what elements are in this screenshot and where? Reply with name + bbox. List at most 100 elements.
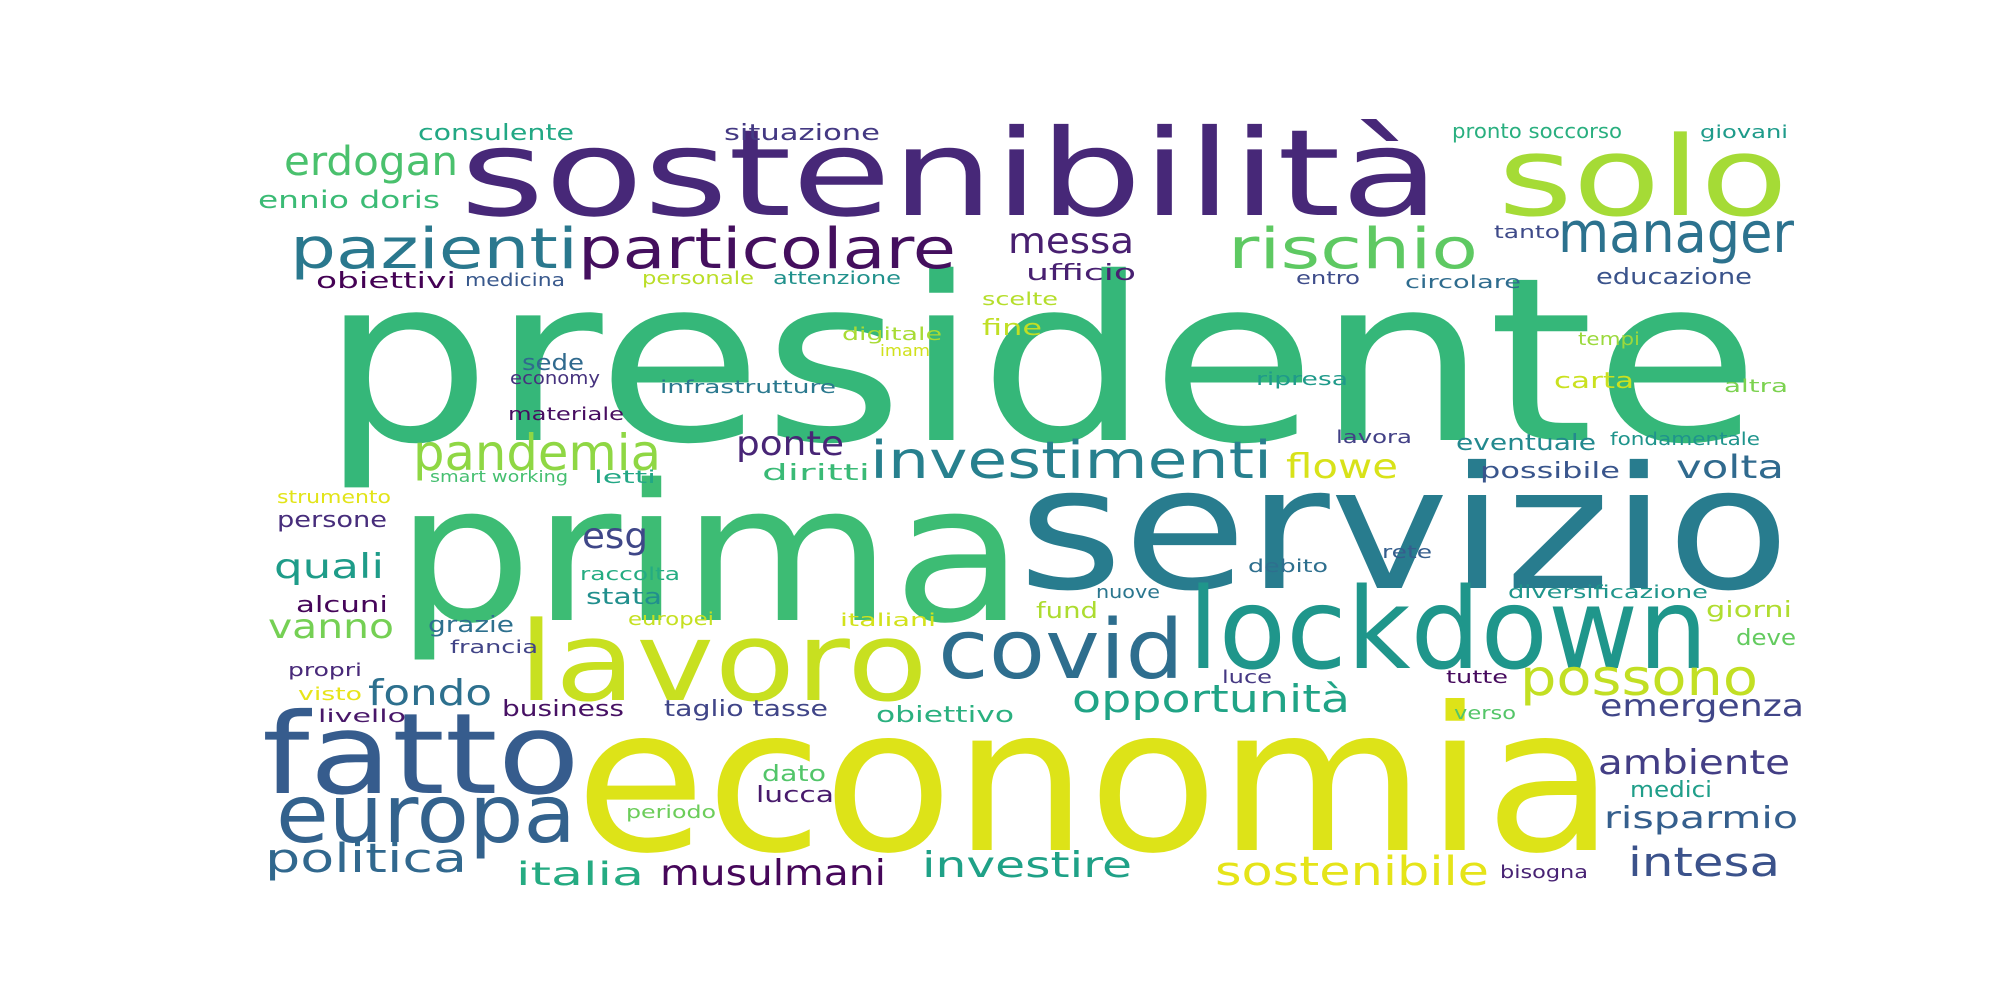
word-lockdown: lockdown	[1188, 565, 1708, 695]
word-circolare: circolare	[1405, 272, 1521, 293]
word-sostenibilita: sostenibilità	[460, 105, 1440, 244]
word-economia: economia	[575, 665, 1615, 898]
word-luce: luce	[1222, 667, 1272, 688]
word-manager: manager	[1558, 201, 1795, 266]
word-flowe: flowe	[1286, 447, 1398, 487]
word-smart-working: smart working	[430, 467, 568, 486]
word-fine: fine	[982, 316, 1042, 341]
word-tempi: tempi	[1578, 329, 1640, 350]
word-situazione: situazione	[724, 121, 880, 146]
word-verso: verso	[1454, 703, 1516, 724]
word-educazione: educazione	[1596, 265, 1752, 290]
word-scelte: scelte	[982, 289, 1058, 310]
word-consulente: consulente	[418, 121, 574, 146]
word-rete: rete	[1382, 542, 1432, 563]
word-emergenza: emergenza	[1600, 689, 1804, 724]
word-ennio-doris: ennio doris	[258, 186, 440, 214]
word-obiettivi: obiettivi	[316, 269, 456, 294]
word-ufficio: ufficio	[1026, 261, 1136, 286]
word-alcuni: alcuni	[296, 593, 388, 618]
word-stata: stata	[586, 585, 662, 610]
word-tutte: tutte	[1446, 667, 1508, 688]
word-business: business	[502, 697, 624, 722]
word-altra: altra	[1724, 376, 1788, 397]
word-livello: livello	[318, 706, 406, 727]
word-dato: dato	[762, 762, 826, 787]
word-particolare: particolare	[578, 217, 956, 282]
word-pronto-soccorso: pronto soccorso	[1452, 119, 1622, 143]
word-vanno: vanno	[268, 607, 394, 647]
word-sostenibile: sostenibile	[1215, 849, 1489, 895]
word-lucca: lucca	[756, 783, 834, 808]
word-investimenti: investimenti	[870, 431, 1272, 491]
word-nuove: nuove	[1096, 582, 1160, 603]
word-solo: solo	[1498, 113, 1788, 241]
word-italiani: italiani	[840, 610, 936, 631]
word-diversificazione: diversificazione	[1508, 582, 1708, 603]
word-bisogna: bisogna	[1500, 862, 1588, 883]
word-servizio: servizio	[1018, 431, 1790, 629]
word-eventuale: eventuale	[1456, 431, 1596, 456]
word-deve: deve	[1736, 626, 1796, 651]
word-covid: covid	[938, 603, 1184, 698]
word-grazie: grazie	[428, 613, 514, 638]
word-ripresa: ripresa	[1256, 369, 1348, 390]
word-europei: europei	[628, 609, 714, 630]
word-propri: propri	[288, 660, 362, 681]
word-materiale: materiale	[508, 404, 624, 425]
word-politica: politica	[265, 836, 467, 882]
word-strumento: strumento	[277, 487, 391, 508]
word-lavoro: lavoro	[518, 598, 928, 726]
word-digitale: digitale	[842, 324, 942, 345]
word-pazienti: pazienti	[290, 217, 578, 282]
word-raccolta: raccolta	[580, 564, 680, 585]
word-fondamentale: fondamentale	[1610, 429, 1760, 450]
word-giovani: giovani	[1700, 122, 1788, 143]
word-rischio: rischio	[1228, 217, 1478, 282]
word-pandemia: pandemia	[413, 424, 661, 482]
word-fondo: fondo	[368, 673, 492, 714]
word-fund: fund	[1036, 599, 1098, 624]
word-ponte: ponte	[736, 424, 844, 464]
word-tanto: tanto	[1494, 222, 1560, 243]
word-imam: imam	[880, 341, 930, 360]
word-debito: debito	[1248, 556, 1328, 577]
word-francia: francia	[450, 637, 538, 658]
word-carta: carta	[1554, 369, 1634, 394]
word-letti: letti	[594, 467, 656, 488]
word-periodo: periodo	[626, 802, 716, 823]
word-fatto: fatto	[262, 690, 580, 820]
word-presidente: presidente	[320, 228, 1760, 494]
word-medicina: medicina	[465, 270, 565, 291]
word-economy: economy	[510, 368, 600, 389]
word-taglio-tasse: taglio tasse	[664, 697, 828, 722]
word-risparmio: risparmio	[1604, 801, 1798, 836]
word-opportunita: opportunità	[1072, 677, 1350, 721]
word-entro: entro	[1296, 268, 1360, 289]
word-visto: visto	[298, 684, 362, 705]
word-diritti: diritti	[762, 461, 870, 486]
word-personale: personale	[642, 268, 754, 289]
word-europa: europa	[276, 768, 576, 861]
word-musulmani: musulmani	[660, 853, 886, 894]
word-messa: messa	[1008, 221, 1134, 262]
word-erdogan: erdogan	[284, 139, 458, 185]
word-volta: volta	[1676, 448, 1784, 486]
word-possono: possono	[1520, 649, 1758, 707]
word-giorni: giorni	[1706, 598, 1792, 623]
word-persone: persone	[277, 508, 387, 533]
word-esg: esg	[582, 516, 648, 557]
word-infrastrutture: infrastrutture	[660, 377, 836, 398]
word-quali: quali	[274, 547, 384, 587]
word-italia: italia	[516, 855, 644, 893]
word-prima: prima	[395, 444, 1025, 665]
word-sede: sede	[522, 351, 584, 376]
word-investire: investire	[922, 845, 1132, 886]
word-medici: medici	[1630, 778, 1712, 803]
word-ambiente: ambiente	[1598, 743, 1790, 783]
word-lavora: lavora	[1336, 427, 1412, 448]
word-possibile: possibile	[1480, 459, 1620, 484]
word-obiettivo: obiettivo	[876, 703, 1014, 728]
word-intesa: intesa	[1628, 840, 1780, 886]
